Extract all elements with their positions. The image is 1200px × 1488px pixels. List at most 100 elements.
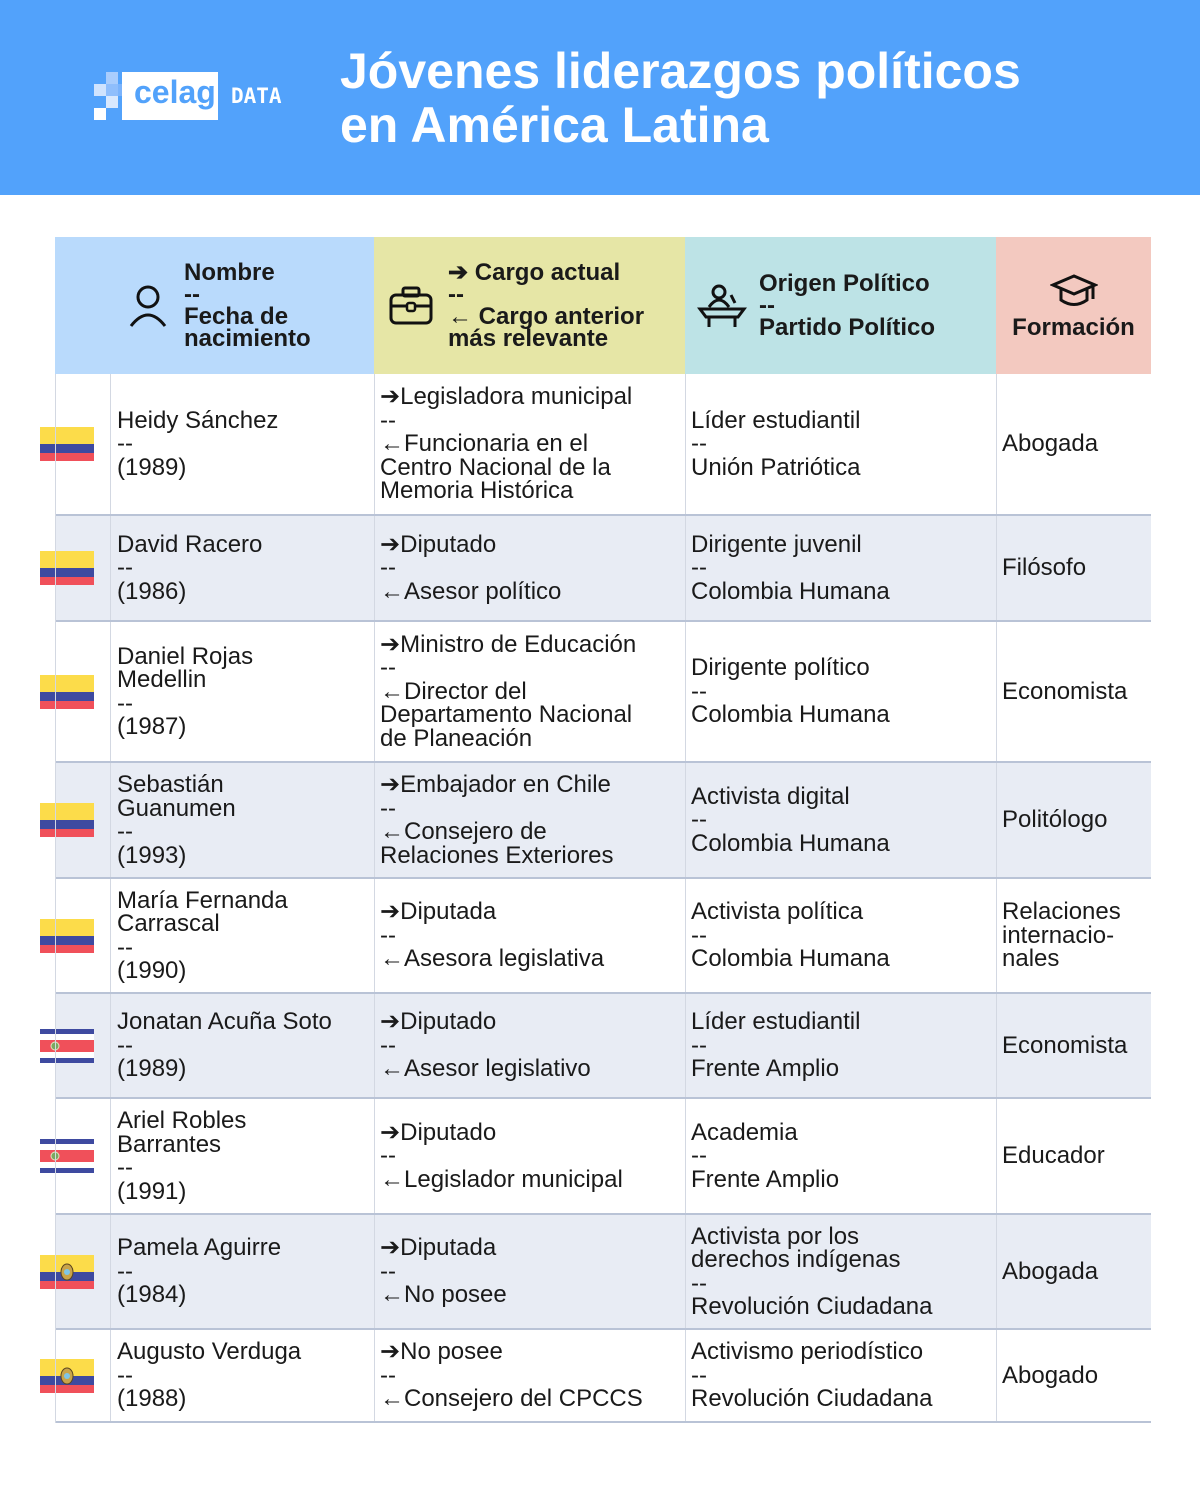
cell-name: Ariel Robles Barrantes -- (1991) [110,1099,374,1213]
flag-costa-rica-icon [40,1028,94,1063]
table-row: Sebastián Guanumen -- (1993) ➔Embajador en C… [40,763,1151,879]
briefcase-icon [389,286,433,324]
name-line: (1987) [117,713,187,740]
flag-costa-rica-icon [40,1139,94,1173]
cargo-line: ➔Embajador en Chile [380,771,611,798]
header-cargo-label: ➔ Cargo actual [448,258,621,286]
formacion-line: Abogada [1002,430,1099,458]
cell-name: Augusto Verduga -- (1988) [110,1330,374,1421]
cell-origen: Dirigente político -- Colombia Humana [685,622,996,761]
formacion-line: Abogada [1002,1257,1099,1285]
header-formacion: Formación [996,237,1151,374]
name-line: Pamela Aguirre [117,1234,282,1262]
cell-cargo: ➔Legisladora municipal -- ←Funcionaria en … [374,374,685,514]
cell-name: Sebastián Guanumen -- (1993) [110,763,374,877]
cell-cargo: ➔Diputado -- ←Asesor legislativo [374,994,685,1097]
graduation-cap-icon [1049,273,1098,306]
formacion-line: Politólogo [1002,806,1108,834]
cell-cargo: ➔Embajador en Chile -- ←Consejero de Relaci… [374,763,685,877]
table-row: Heidy Sánchez -- (1989) ➔Legisladora munici… [40,374,1151,516]
origen-line: Unión Patriótica [691,453,861,481]
flag-colombia-icon [40,427,94,461]
origen-line: -- [691,677,707,705]
cell-name: Heidy Sánchez -- (1989) [110,374,374,514]
cell-formacion: Economista [996,622,1151,761]
header-cargo-label: ← Cargo anterior [448,302,645,330]
origen-line: Activista digital [691,782,850,810]
cargo-line: ➔Diputada [380,1234,497,1262]
header-name: Nombre -- Fecha de nacimiento [110,237,374,374]
cargo-line: ←Asesora legislativa [380,945,605,973]
name-line: Ariel Robles [117,1107,247,1134]
formacion-line: Economista [1002,1031,1128,1059]
name-line: (1989) [117,1055,187,1083]
formacion-line: Abogado [1002,1361,1099,1389]
flag-colombia-icon [40,674,94,709]
name-line: -- [117,1361,133,1389]
cargo-line: -- [380,654,396,682]
name-line: Augusto Verduga [117,1338,302,1366]
header-name-label: -- [184,280,200,308]
cargo-line: ←No posee [380,1281,507,1309]
name-line: -- [117,430,133,458]
name-line: Jonatan Acuña Soto [117,1008,332,1036]
cargo-line: ➔Diputado [380,530,497,558]
origen-line: -- [691,921,707,949]
origen-line: Frente Amplio [691,1055,840,1083]
cell-origen: Dirigente juvenil -- Colombia Humana [685,516,996,620]
title-line: Jóvenes liderazgos políticos [340,43,1021,99]
flag-colombia-icon [40,551,94,585]
origen-line: -- [691,806,707,834]
origen-line: -- [691,554,707,582]
flag-colombia-icon [40,803,94,837]
name-line: -- [117,933,133,961]
header-origen-label: Partido Político [759,313,936,341]
header-name-label: Nombre [184,258,275,286]
formacion-line: Filósofo [1002,554,1087,582]
cell-formacion: Economista [996,994,1151,1097]
cell-formacion: Abogada [996,374,1151,514]
title-line: en América Latina [340,97,769,153]
name-line: Sebastián [117,771,224,798]
name-line: (1993) [117,841,187,869]
table-left-border [55,374,56,1423]
cell-formacion: Educador [996,1099,1151,1213]
origen-line: -- [691,430,707,458]
name-line: (1991) [117,1177,187,1205]
cell-cargo: ➔Diputado -- ←Legislador municipal [374,1099,685,1213]
table-row: María Fernanda Carrascal -- (1990) ➔Diputada… [40,879,1151,994]
cargo-line: ➔Legisladora municipal [380,383,633,411]
cargo-line: ←Funcionaria en el [380,430,589,458]
flag-colombia-icon [40,918,94,953]
name-line: Carrascal [117,910,220,937]
cargo-line: ➔Diputado [380,1118,497,1146]
origen-line: Colombia Humana [691,577,890,605]
cargo-line: ➔Diputada [380,898,497,926]
origen-line: Líder estudiantil [691,1008,861,1036]
header-cargo-label: más relevante [448,324,609,352]
formacion-line: Economista [1002,677,1128,705]
cell-cargo: ➔Diputada -- ←No posee [374,1215,685,1328]
table-row: David Racero -- (1986) ➔Diputado -- ←Asesor p… [40,516,1151,622]
page-title: Jóvenes liderazgos políticos en América … [340,44,1021,152]
formacion-line: internacio- [1002,921,1115,949]
cell-formacion: Relaciones internacio-nales [996,879,1151,992]
cell-name: Daniel Rojas Medellin -- (1987) [110,622,374,761]
cargo-line: -- [380,921,396,949]
cell-name: María Fernanda Carrascal -- (1990) [110,879,374,992]
name-line: -- [117,1257,133,1285]
cell-origen: Academia -- Frente Amplio [685,1099,996,1213]
cargo-line: Centro Nacional de la [380,453,611,481]
header-cargo: ➔ Cargo actual -- ← Cargo anterior más rele… [374,237,685,374]
cargo-line: -- [380,1257,396,1285]
header-name-label: Fecha de [184,302,289,330]
cargo-line: ←Legislador municipal [380,1165,623,1193]
formacion-line: Educador [1002,1142,1105,1170]
cell-cargo: ➔Diputado -- ←Asesor político [374,516,685,620]
table-row: Jonatan Acuña Soto -- (1989) ➔Diputado -- ←As… [40,994,1151,1099]
cell-origen: Activismo periodístico -- Revolución Ciuda… [685,1330,996,1421]
name-line: David Racero [117,530,263,558]
origen-line: Activismo periodístico [691,1338,924,1366]
name-line: María Fernanda [117,886,288,914]
cargo-line: ➔Diputado [380,1008,497,1036]
